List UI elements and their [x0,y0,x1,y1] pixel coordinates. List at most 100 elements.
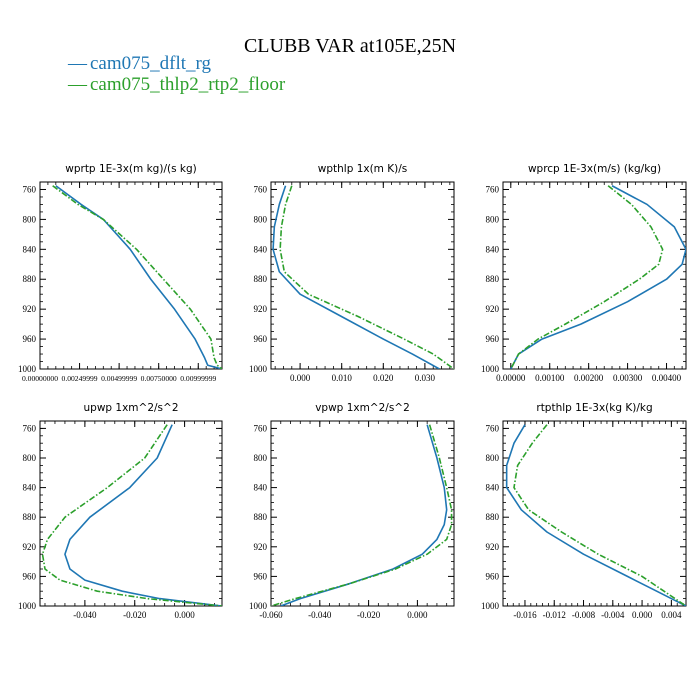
y-tick-label: 800 [254,453,268,463]
series-line-thlp2-rtp2-floor [52,185,222,369]
panel-6: rtpthlp 1E-3x(kg K)/kg 760 800 840 880 920 960… [481,402,687,620]
series-line-thlp2-rtp2-floor [510,185,664,369]
y-tick-label: 1000 [249,364,268,374]
plot-frame [270,181,455,370]
x-tick-label: -0.004 [601,610,625,620]
panel-title: wprcp 1E-3x(m/s) (kg/kg) [528,163,661,175]
series-line-thlp2-rtp2-floor [513,424,686,606]
x-tick-label: -0.008 [572,610,596,620]
y-tick-label: 880 [486,512,500,522]
plot-frame [270,420,455,607]
x-tick-label: 0.000 [290,373,311,383]
y-tick-label: 920 [254,542,268,552]
y-tick-label: 880 [254,274,268,284]
y-tick-label: 800 [486,453,500,463]
legend-marker-1: — [67,74,88,95]
y-tick-label: 800 [23,453,37,463]
x-tick-label: 0.00200 [574,373,604,383]
legend-marker-0: — [67,53,88,74]
panel-title: upwp 1xm^2/s^2 [84,402,179,414]
y-tick-label: 920 [486,542,500,552]
panel-title: wpthlp 1x(m K)/s [318,163,408,175]
legend: — cam075_dflt_rg — cam075_thlp2_rtp2_flo… [67,53,286,95]
series-line-thlp2-rtp2-floor [279,185,454,369]
x-tick-label: 0.00000 [496,373,526,383]
y-tick-label: 1000 [18,364,37,374]
panel-4: upwp 1xm^2/s^2 760 800 840 880 920 960 1000 -0.0… [18,402,223,620]
x-tick-label: -0.040 [308,610,332,620]
x-tick-label: 0.020 [373,373,394,383]
x-tick-label: 0.000 [632,610,653,620]
series-line-dflt-rg [510,185,686,369]
y-tick-label: 840 [486,483,500,493]
panel-title: wprtp 1E-3x(m kg)/(s kg) [65,163,196,175]
x-tick-label: 0.00750000 [141,374,177,383]
y-tick-label: 1000 [481,364,500,374]
y-tick-label: 800 [254,214,268,224]
y-tick-label: 840 [254,483,268,493]
x-tick-label: -0.060 [259,610,283,620]
x-tick-label: 0.00000000 [22,374,58,383]
y-tick-label: 920 [23,542,37,552]
x-tick-label: 0.00999999 [180,374,216,383]
y-tick-label: 960 [486,334,500,344]
plot-frame [39,181,223,370]
y-tick-label: 920 [486,304,500,314]
series-line-thlp2-rtp2-floor [41,424,222,606]
panel-3: wprcp 1E-3x(m/s) (kg/kg) 760 800 840 880 920 9… [481,163,687,383]
series-line-dflt-rg [272,185,440,369]
panels-group: wprtp 1E-3x(m kg)/(s kg) 760 800 840 880 920 9… [18,163,687,620]
series-line-thlp2-rtp2-floor [271,424,453,606]
y-tick-label: 960 [23,571,37,581]
y-tick-label: 800 [486,214,500,224]
y-tick-label: 760 [254,423,268,433]
y-tick-label: 1000 [18,601,37,611]
y-tick-label: 880 [254,512,268,522]
x-tick-label: 0.010 [332,373,353,383]
panel-title: vpwp 1xm^2/s^2 [315,402,410,414]
y-tick-label: 1000 [249,601,268,611]
x-tick-label: 0.000 [407,610,428,620]
y-tick-label: 760 [254,184,268,194]
y-tick-label: 880 [486,274,500,284]
x-tick-label: -0.040 [73,610,97,620]
x-tick-label: 0.00400 [652,373,682,383]
plot-frame [39,420,223,607]
y-tick-label: 960 [486,571,500,581]
legend-label-1: cam075_thlp2_rtp2_floor [90,74,286,95]
y-tick-label: 840 [23,483,37,493]
x-tick-label: -0.016 [513,610,537,620]
x-tick-label: 0.00499999 [101,374,137,383]
y-tick-label: 800 [23,214,37,224]
y-tick-label: 760 [486,184,500,194]
x-tick-label: 0.00249999 [62,374,98,383]
y-tick-label: 880 [23,512,37,522]
plot-frame [502,420,687,607]
y-tick-label: 760 [23,423,37,433]
x-tick-label: -0.020 [357,610,381,620]
panel-title: rtpthlp 1E-3x(kg K)/kg [536,402,652,414]
y-tick-label: 840 [486,244,500,254]
panel-5: vpwp 1xm^2/s^27608008408809209601000-0.0… [249,402,455,620]
y-tick-label: 960 [254,571,268,581]
panel-1: wprtp 1E-3x(m kg)/(s kg) 760 800 840 880 920 9… [18,163,223,383]
legend-label-0: cam075_dflt_rg [90,53,212,74]
y-tick-label: 960 [254,334,268,344]
y-tick-label: 760 [23,184,37,194]
y-tick-label: 840 [254,244,268,254]
x-tick-label: 0.000 [174,610,195,620]
y-tick-label: 920 [254,304,268,314]
y-tick-label: 760 [486,423,500,433]
y-tick-label: 920 [23,304,37,314]
figure-title: CLUBB VAR at105E,25N [244,35,456,57]
y-tick-label: 880 [23,274,37,284]
series-line-dflt-rg [505,424,686,606]
y-tick-label: 960 [23,334,37,344]
y-tick-label: 1000 [481,601,500,611]
x-tick-label: 0.030 [415,373,436,383]
x-tick-label: 0.004 [661,610,682,620]
x-tick-label: -0.020 [123,610,147,620]
x-tick-label: 0.00100 [535,373,565,383]
